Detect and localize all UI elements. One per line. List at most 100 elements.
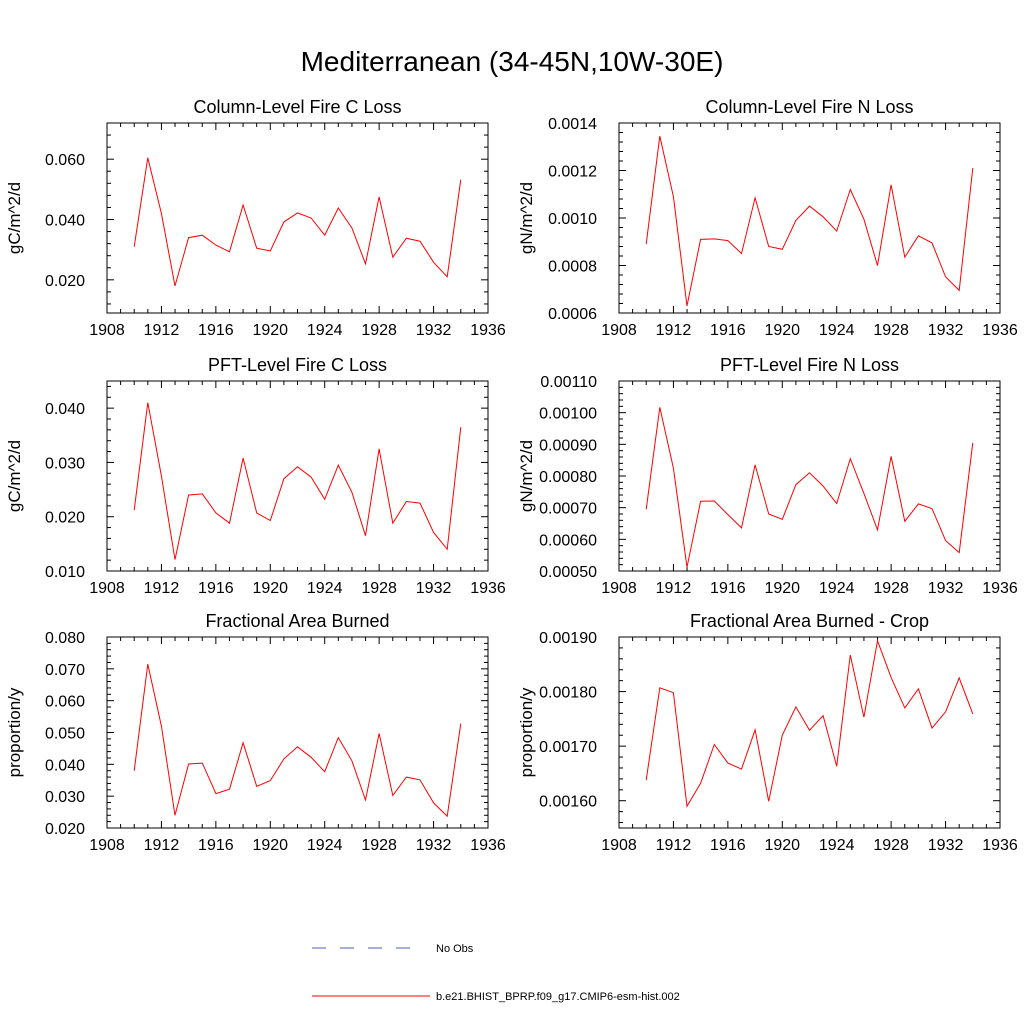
x-tick-label: 1924 [819,322,855,339]
x-tick-label: 1920 [252,837,288,854]
x-tick-label: 1920 [764,837,800,854]
y-tick-label: 0.0010 [548,211,597,228]
figure-title: Mediterranean (34-45N,10W-30E) [300,46,724,77]
y-tick-label: 0.050 [45,726,85,743]
y-tick-label: 0.0012 [548,164,597,181]
x-tick-label: 1908 [601,580,637,597]
legend: No Obs b.e21.BHIST_BPRP.f09_g17.CMIP6-es… [312,943,680,1003]
y-tick-label: 0.0006 [548,306,597,323]
x-tick-label: 1916 [198,580,234,597]
model-series-line [645,407,974,568]
chart-panel: Fractional Area Burned - Crop proportion/… [517,611,1018,854]
x-tick-label: 1916 [710,837,746,854]
y-tick-label: 0.0008 [548,259,597,276]
x-tick-label: 1920 [764,580,800,597]
y-tick-label: 0.040 [45,401,85,418]
x-tick-label: 1916 [710,580,746,597]
x-tick-label: 1928 [873,580,909,597]
x-tick-label: 1908 [89,580,125,597]
x-tick-label: 1932 [928,837,964,854]
y-tick-label: 0.010 [45,564,85,581]
x-tick-label: 1912 [656,322,692,339]
y-tick-label: 0.040 [45,757,85,774]
plot-frame [618,636,1001,829]
x-tick-label: 1932 [416,322,452,339]
y-tick-label: 0.020 [45,273,85,290]
x-tick-label: 1936 [982,322,1018,339]
y-tick-label: 0.0014 [548,116,597,133]
y-tick-label: 0.060 [45,694,85,711]
x-tick-label: 1936 [470,322,506,339]
y-tick-label: 0.00180 [539,685,597,702]
y-tick-label: 0.080 [45,630,85,647]
y-tick-label: 0.020 [45,821,85,838]
y-tick-label: 0.00160 [539,794,597,811]
panel-title: Column-Level Fire N Loss [705,97,913,117]
x-tick-label: 1912 [656,580,692,597]
x-tick-label: 1916 [198,322,234,339]
y-tick-label: 0.00110 [540,374,597,391]
x-tick-label: 1936 [470,580,506,597]
y-tick-label: 0.00170 [539,739,597,756]
y-tick-label: 0.00070 [539,501,597,518]
x-tick-label: 1936 [982,580,1018,597]
x-tick-label: 1924 [307,322,343,339]
x-tick-label: 1928 [361,837,397,854]
x-tick-label: 1908 [601,837,637,854]
chart-panel: Column-Level Fire C Loss gC/m^2/d 1908 1912… [5,97,506,339]
x-tick-label: 1920 [252,580,288,597]
chart-panel: PFT-Level Fire N Loss gN/m^2/d 1908 1912 191… [517,355,1018,597]
y-tick-label: 0.00090 [539,437,597,454]
model-series-line [133,157,462,287]
legend-model-label: b.e21.BHIST_BPRP.f09_g17.CMIP6-esm-hist.… [436,991,680,1003]
plot-frame [106,380,489,572]
model-series-line [645,638,974,808]
y-tick-label: 0.00050 [539,564,597,581]
x-tick-label: 1920 [252,322,288,339]
x-tick-label: 1924 [819,837,855,854]
x-tick-label: 1908 [89,322,125,339]
x-tick-label: 1936 [470,837,506,854]
x-tick-label: 1908 [89,837,125,854]
panel-title: PFT-Level Fire N Loss [720,355,899,375]
x-tick-label: 1924 [307,580,343,597]
x-tick-label: 1908 [601,322,637,339]
x-tick-label: 1912 [144,322,180,339]
panel-title: Column-Level Fire C Loss [193,97,401,117]
y-axis-label: proportion/y [5,687,24,777]
x-tick-label: 1932 [928,580,964,597]
y-tick-label: 0.00100 [539,406,597,423]
x-tick-label: 1932 [416,580,452,597]
y-tick-label: 0.00060 [539,532,597,549]
x-tick-label: 1928 [873,322,909,339]
y-tick-label: 0.060 [45,152,85,169]
x-tick-label: 1928 [361,580,397,597]
x-tick-label: 1912 [144,837,180,854]
x-tick-label: 1932 [928,322,964,339]
y-tick-label: 0.020 [45,510,85,527]
x-tick-label: 1928 [361,322,397,339]
y-tick-label: 0.00080 [539,469,597,486]
model-series-line [133,663,462,818]
chart-panel: Fractional Area Burned proportion/y 1908 19… [5,611,506,854]
legend-obs-label: No Obs [436,943,474,955]
x-tick-label: 1912 [144,580,180,597]
x-tick-label: 1936 [982,837,1018,854]
y-axis-label: proportion/y [517,687,536,777]
x-tick-label: 1928 [873,837,909,854]
x-tick-label: 1924 [819,580,855,597]
chart-panel: PFT-Level Fire C Loss gC/m^2/d 1908 1912 191… [5,355,506,597]
panel-title: PFT-Level Fire C Loss [208,355,387,375]
plot-frame [106,636,489,829]
panel-title: Fractional Area Burned - Crop [690,611,929,631]
y-axis-label: gN/m^2/d [517,182,536,254]
y-tick-label: 0.030 [45,455,85,472]
plot-frame [618,380,1001,572]
x-tick-label: 1912 [656,837,692,854]
y-tick-label: 0.070 [45,662,85,679]
y-tick-label: 0.040 [45,213,85,230]
y-axis-label: gC/m^2/d [5,440,24,512]
x-tick-label: 1932 [416,837,452,854]
y-axis-label: gN/m^2/d [517,440,536,512]
model-series-line [645,135,974,307]
